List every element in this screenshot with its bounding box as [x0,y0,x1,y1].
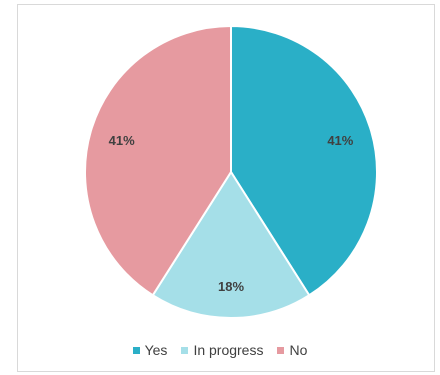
data-label-no: 41% [109,133,135,148]
data-label-yes: 41% [327,133,353,148]
legend-item-no: No [277,342,307,358]
data-label-in-progress: 18% [218,279,244,294]
chart-legend: Yes In progress No [0,342,440,358]
legend-label-yes: Yes [144,342,168,358]
legend-item-yes: Yes [132,342,168,358]
legend-swatch-yes [132,346,140,354]
legend-swatch-no [277,346,285,354]
legend-label-no: No [289,342,308,358]
legend-label-in-progress: In progress [193,342,264,358]
pie-slice-in-progress [151,170,311,319]
legend-swatch-in-progress [181,346,189,354]
legend-item-in-progress: In progress [181,342,263,358]
pie-slice-no [84,24,232,297]
